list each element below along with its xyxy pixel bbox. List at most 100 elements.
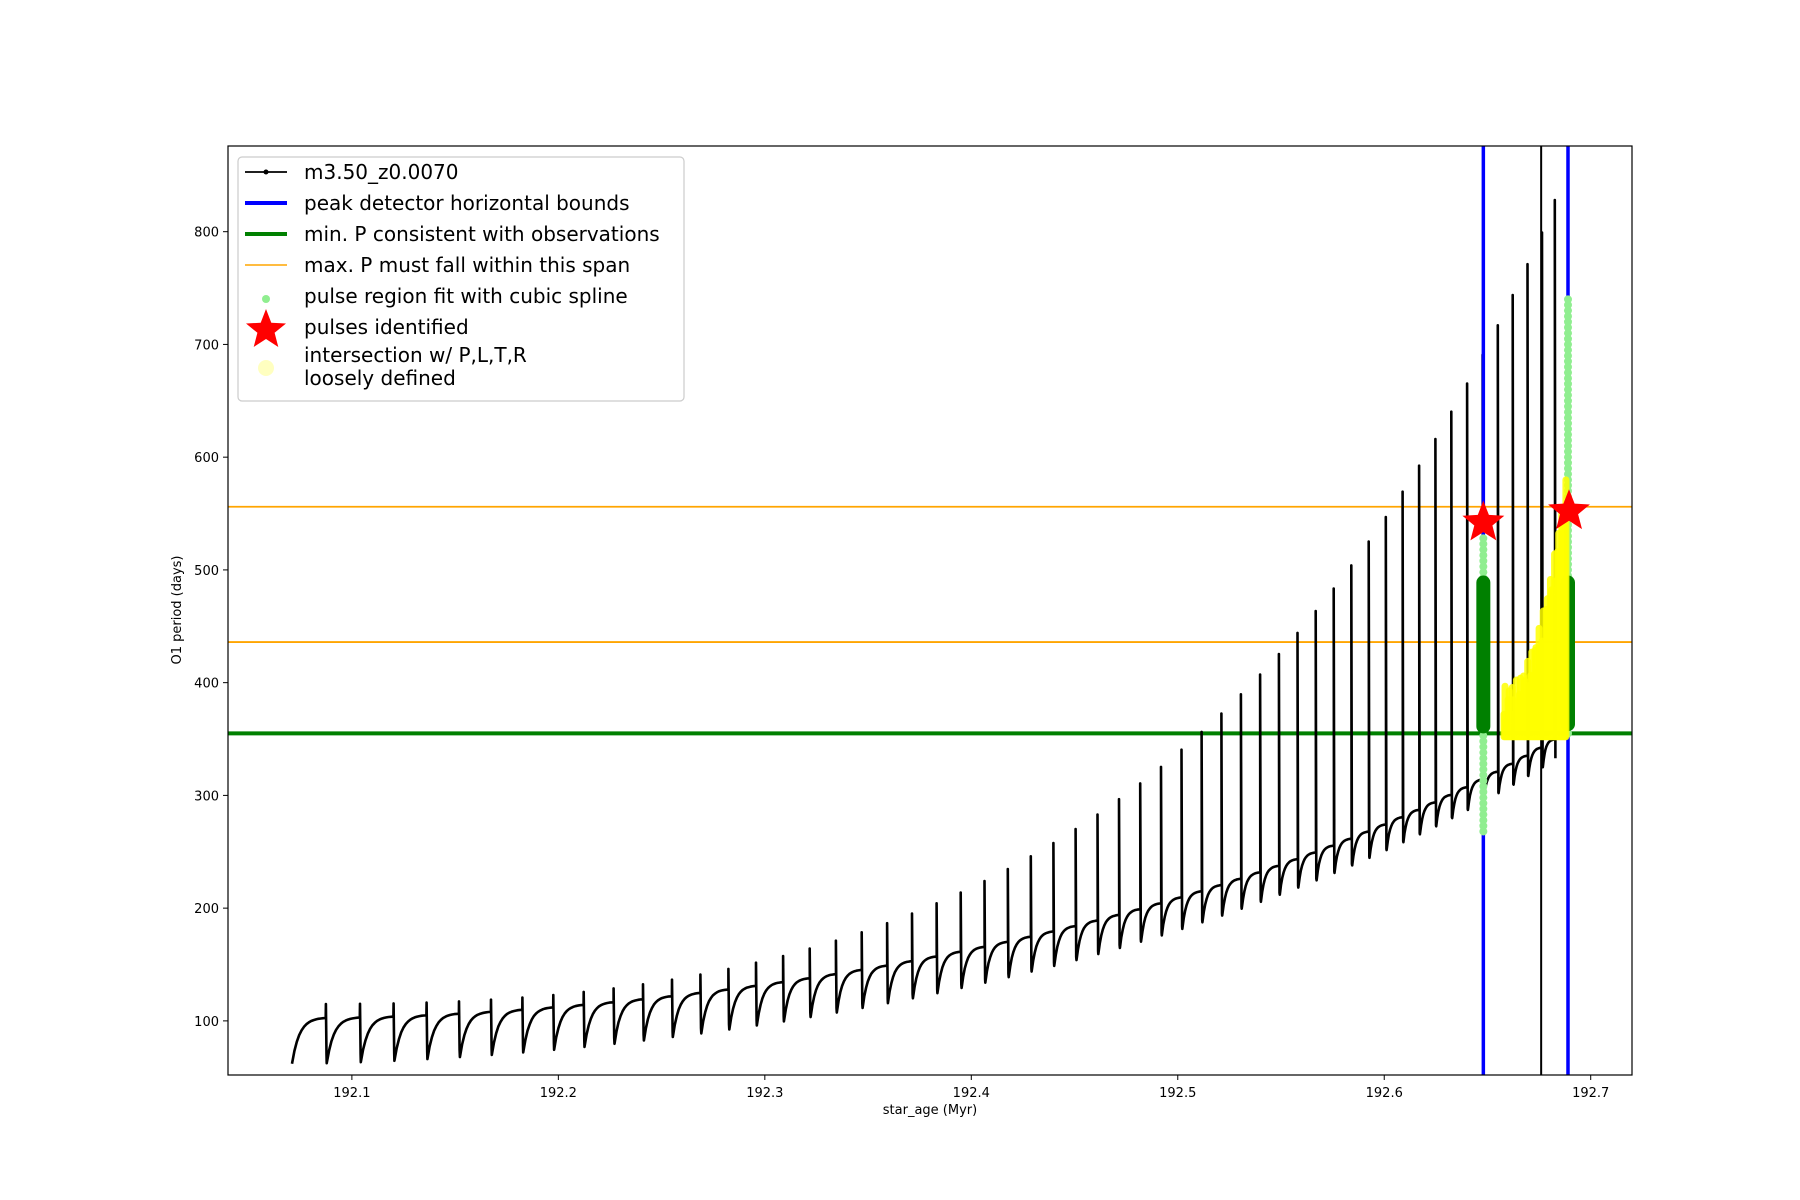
pulse-star — [1548, 489, 1590, 530]
spline-point — [1563, 346, 1572, 355]
legend-handle-pulses — [246, 309, 286, 347]
spline-point — [1479, 810, 1488, 819]
horizontal-reference-lines — [228, 505, 1632, 736]
y-tick-label: 500 — [194, 564, 219, 579]
x-tick-label: 192.4 — [953, 1086, 990, 1101]
spline-point — [1479, 545, 1488, 554]
intersection-region — [1500, 476, 1570, 741]
legend-handle-model-dot — [263, 169, 269, 175]
spline-point — [1563, 424, 1572, 433]
x-tick-label: 192.2 — [540, 1086, 577, 1101]
spline-point — [1563, 430, 1572, 439]
spline-point — [1479, 816, 1488, 825]
spline-point — [1479, 821, 1488, 830]
legend-label-maxp: max. P must fall within this span — [304, 253, 630, 277]
spline-point — [1563, 334, 1572, 343]
spline-point — [1479, 539, 1488, 548]
x-tick-label: 192.3 — [746, 1086, 783, 1101]
spline-point — [1563, 351, 1572, 360]
spline-point — [1563, 391, 1572, 400]
spline-point — [1563, 379, 1572, 388]
spline-point — [1479, 782, 1488, 791]
legend-handle-spline — [262, 295, 270, 303]
spline-point — [1563, 402, 1572, 411]
spline-point — [1563, 464, 1572, 473]
x-axis: 192.1 192.2 192.3 192.4 192.5 192.6 192.7 — [333, 1075, 1609, 1101]
spline-point — [1479, 759, 1488, 768]
x-tick-label: 192.6 — [1366, 1086, 1403, 1101]
spline-point — [1563, 419, 1572, 428]
spline-point — [1563, 453, 1572, 462]
legend-label-minp: min. P consistent with observations — [304, 222, 660, 246]
spline-point — [1563, 312, 1572, 321]
spline-point — [1479, 804, 1488, 813]
spline-point — [1479, 731, 1488, 740]
legend-frame — [237, 156, 685, 402]
spline-point — [1479, 799, 1488, 808]
spline-point — [1563, 458, 1572, 467]
legend-label-model: m3.50_z0.0070 — [304, 160, 459, 184]
spline-point — [1479, 742, 1488, 751]
spline-point — [1563, 441, 1572, 450]
spline-point — [1563, 413, 1572, 422]
spline-point — [1563, 408, 1572, 417]
spline-point — [1479, 737, 1488, 746]
spline-point — [1479, 568, 1488, 577]
spline-point — [1479, 776, 1488, 785]
spline-point — [1479, 765, 1488, 774]
spline-point — [1563, 323, 1572, 332]
spline-core-band — [1476, 575, 1491, 734]
y-tick-label: 100 — [194, 1015, 219, 1030]
legend-label-pulses: pulses identified — [304, 315, 469, 339]
spline-point — [1563, 368, 1572, 377]
spline-point — [1479, 551, 1488, 560]
y-axis: 100 200 300 400 500 600 700 800 — [194, 226, 228, 1030]
pulse-star — [1462, 500, 1505, 541]
spline-point — [1479, 788, 1488, 797]
spline-point — [1479, 748, 1488, 757]
spline-point — [1563, 470, 1572, 479]
y-tick-label: 200 — [194, 902, 219, 917]
spline-point — [1563, 385, 1572, 394]
spline-point — [1563, 436, 1572, 445]
spline-point — [1479, 771, 1488, 780]
spline-point — [1563, 396, 1572, 405]
plot-frame — [227, 145, 1633, 1076]
pulses-identified-markers — [1462, 489, 1590, 541]
series-model-track — [290, 198, 1557, 1065]
x-tick-label: 192.7 — [1572, 1086, 1609, 1101]
legend-label-bounds: peak detector horizontal bounds — [304, 191, 630, 215]
spline-point — [1479, 827, 1488, 836]
legend-label-spline: pulse region fit with cubic spline — [304, 284, 628, 308]
spline-point — [1479, 793, 1488, 802]
legend-label-intersection: intersection w/ P,L,T,R — [304, 343, 527, 367]
spline-point — [1479, 562, 1488, 571]
spline-point — [1563, 374, 1572, 383]
x-tick-label: 192.1 — [333, 1086, 370, 1101]
y-tick-label: 800 — [194, 226, 219, 241]
y-axis-label: O1 period (days) — [170, 555, 185, 664]
spline-point — [1479, 556, 1488, 565]
spline-point — [1479, 534, 1488, 543]
spline-point — [1479, 754, 1488, 763]
y-tick-label: 700 — [194, 338, 219, 353]
spline-point — [1563, 295, 1572, 304]
y-tick-label: 300 — [194, 789, 219, 804]
model-track-line — [290, 198, 1557, 1065]
spline-point — [1563, 329, 1572, 338]
spline-point — [1563, 306, 1572, 315]
spline-point — [1563, 357, 1572, 366]
x-tick-label: 192.5 — [1159, 1086, 1196, 1101]
spline-point — [1563, 447, 1572, 456]
plot-area — [228, 146, 1632, 1075]
spline-point — [1563, 340, 1572, 349]
y-tick-label: 600 — [194, 451, 219, 466]
x-axis-label: star_age (Myr) — [883, 1103, 977, 1118]
legend-handle-intersection — [258, 360, 274, 376]
spline-point — [1563, 317, 1572, 326]
legend-label-intersection-line2: loosely defined — [304, 366, 456, 390]
spline-point — [1563, 362, 1572, 371]
spline-point — [1563, 300, 1572, 309]
